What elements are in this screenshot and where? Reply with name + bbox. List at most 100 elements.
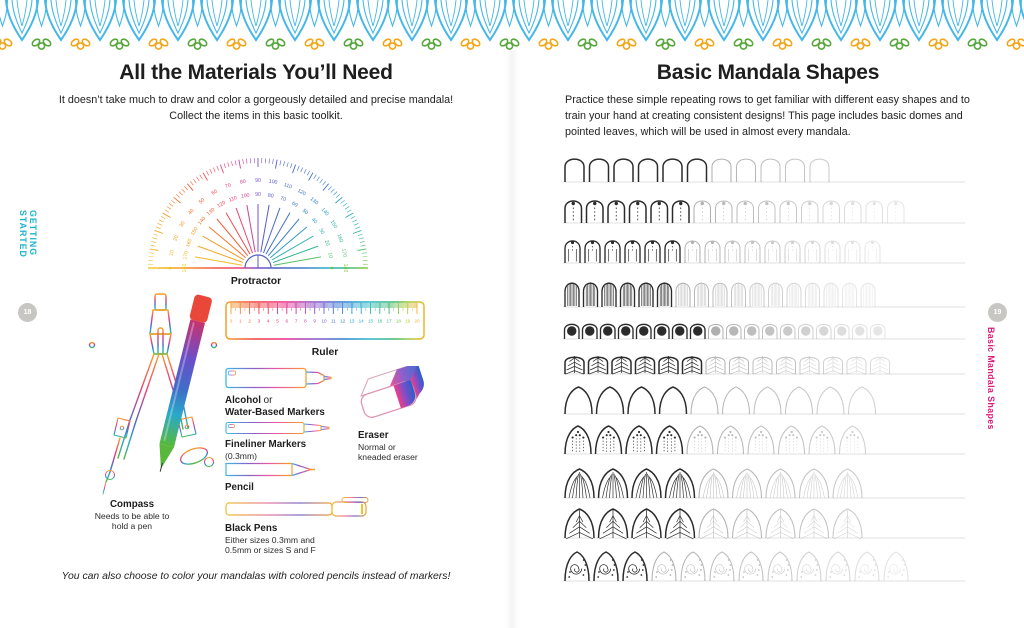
svg-text:150: 150 [190,226,200,237]
practice-row-domes-dot-dashed-line [563,200,965,224]
svg-text:50: 50 [198,197,206,205]
compass-note1: Needs to be able to [94,510,170,521]
eraser-illustration [360,366,424,418]
svg-text:90: 90 [255,192,261,198]
svg-text:110: 110 [283,182,293,191]
svg-text:130: 130 [309,196,320,206]
svg-text:16: 16 [377,319,383,324]
svg-text:0: 0 [230,319,233,324]
ruler-illustration: 0 1 2 3 4 5 6 7 8 9 10 11 12 13 14 15 16 17 18 19 20 [225,301,425,340]
svg-text:18: 18 [396,319,402,324]
page-gutter [506,50,518,628]
practice-row-hatched-fans [563,356,965,375]
sidebar-label-basic-mandala-shapes: Basic Mandala Shapes [986,327,996,430]
fineliner-label: Fineliner Markers [225,439,307,450]
svg-text:9: 9 [313,319,316,324]
page-number-badge-right: 19 [988,303,1007,322]
svg-text:80: 80 [267,193,274,200]
svg-text:170: 170 [182,250,189,260]
svg-text:140: 140 [320,207,330,218]
practice-row-pointed-arches-seeds [563,425,965,455]
svg-text:8: 8 [304,319,307,324]
alcohol-marker-label: Alcohol or Water-Based Markers [225,395,375,418]
svg-text:17: 17 [387,319,393,324]
svg-text:15: 15 [368,319,374,324]
fineliner-illustration [225,421,334,435]
protractor-label: Protractor [230,276,282,287]
svg-text:130: 130 [206,207,217,217]
pencil-label: Pencil [225,482,254,493]
compass-label-block: Compass Needs to be able to hold a pen [68,499,196,531]
svg-text:10: 10 [321,319,327,324]
intro-right: Practice these simple repeating rows to … [565,94,970,139]
svg-text:14: 14 [359,319,365,324]
compass-illustration [88,293,218,495]
practice-row-striped-domes [563,282,965,308]
svg-text:2: 2 [248,319,251,324]
intro-left-line1: It doesn’t take much to draw and color a… [58,94,454,106]
svg-text:120: 120 [216,200,227,210]
svg-text:10: 10 [169,249,176,256]
black-pen-illustration [225,497,369,517]
svg-text:60: 60 [210,189,218,197]
eraser-note2: kneaded eraser [358,451,418,462]
svg-text:13: 13 [349,319,355,324]
alcohol-marker-illustration [225,367,335,389]
fineliner-note: (0.3mm) [225,450,257,461]
practice-row-domes-dot-inner-lines [563,240,965,264]
svg-text:0: 0 [168,266,174,269]
page-number-badge-left: 18 [18,303,37,322]
svg-text:90: 90 [255,178,261,184]
decorative-border [0,0,1024,50]
svg-text:40: 40 [310,217,318,225]
svg-text:20: 20 [172,234,180,242]
black-pens-label-block: Black Pens Either sizes 0.3mm and 0.5mm … [225,523,385,555]
svg-text:10: 10 [326,252,333,259]
svg-text:30: 30 [179,220,187,228]
svg-text:19: 19 [405,319,411,324]
practice-row-domes-big-dot [563,323,965,340]
svg-text:70: 70 [279,196,287,204]
svg-text:160: 160 [185,238,194,248]
svg-text:180: 180 [342,264,348,272]
svg-text:150: 150 [329,219,339,230]
svg-text:50: 50 [301,208,309,216]
svg-text:80: 80 [240,179,247,186]
fineliner-label-block: Fineliner Markers (0.3mm) [225,439,375,461]
intro-left-line2: Collect the items in this basic toolkit. [169,110,343,123]
compass-note2: hold a pen [111,520,153,531]
svg-text:60: 60 [290,201,298,209]
svg-text:100: 100 [241,192,251,199]
ruler-label: Ruler [311,347,339,358]
marker-label-bold: Alcohol [225,395,261,406]
svg-text:7: 7 [295,319,298,324]
pencil-illustration [225,462,315,477]
practice-row-plain-domes [563,158,965,183]
black-pens-label: Black Pens [225,523,278,534]
svg-text:110: 110 [228,195,238,204]
footnote: You can also choose to color your mandal… [61,571,451,582]
svg-text:4: 4 [267,319,270,324]
compass-label: Compass [109,499,155,510]
pencil-label-block: Pencil [225,482,375,494]
practice-row-veined-leaves [563,508,965,540]
svg-text:20: 20 [414,319,420,324]
svg-text:0: 0 [328,267,334,270]
mandala-practice-rows [563,0,975,628]
svg-text:70: 70 [225,182,233,190]
svg-text:180: 180 [182,264,188,272]
eraser-label: Eraser [358,430,389,441]
svg-text:11: 11 [331,319,336,324]
black-pens-note1: Either sizes 0.3mm and [225,534,315,545]
page-title-left: All the Materials You’ll Need [119,61,393,84]
svg-text:30: 30 [317,227,325,235]
svg-text:12: 12 [340,319,346,324]
svg-text:5: 5 [276,319,279,324]
svg-text:140: 140 [197,216,207,227]
marker-label-line2: Water-Based Markers [225,406,325,418]
svg-text:100: 100 [268,179,278,186]
eraser-note1: Normal or [358,441,396,452]
svg-text:6: 6 [286,319,289,324]
svg-text:120: 120 [296,188,307,198]
